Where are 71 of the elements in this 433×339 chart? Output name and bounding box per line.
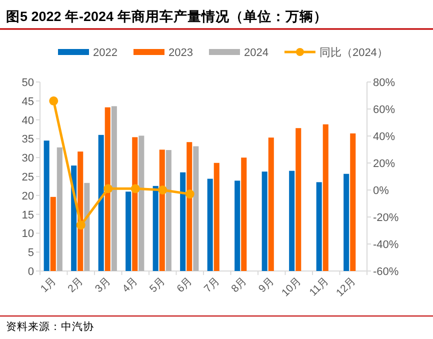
y-tick-label: 20 — [22, 190, 34, 202]
bar — [44, 140, 50, 271]
y-tick-label: 0 — [28, 266, 34, 278]
legend-label: 2024 — [244, 47, 268, 59]
text: 资料来源：中汽协 — [6, 320, 94, 333]
bar — [56, 147, 62, 271]
y-tick-label: 25 — [22, 172, 34, 184]
y-tick-label: 45 — [22, 96, 34, 108]
legend-label: 同比（2024） — [319, 46, 388, 59]
bar — [193, 146, 199, 271]
bar — [214, 162, 220, 271]
y-tick-label: 35 — [22, 134, 34, 146]
y2-tick-label: 60% — [373, 104, 396, 116]
bar — [316, 182, 322, 271]
y2-tick-label: 0% — [373, 185, 390, 197]
x-tick-label: 7月 — [202, 274, 222, 296]
bar — [180, 172, 186, 271]
bar — [344, 174, 350, 271]
y2-tick-label: -40% — [373, 239, 399, 251]
y-tick-label: 40 — [22, 114, 34, 127]
bar — [186, 142, 192, 271]
chart-title: 图5 2022 年-2024 年商用车产量情况（单位：万辆） — [6, 8, 328, 24]
x-tick-label: 1月 — [38, 274, 59, 296]
bar — [138, 136, 144, 271]
x-tick-label: 3月 — [92, 274, 114, 296]
bar — [132, 137, 138, 271]
x-tick-label: 6月 — [174, 274, 195, 296]
x-tick-label: 5月 — [147, 274, 168, 296]
bar — [126, 192, 132, 271]
point — [49, 96, 58, 106]
y2-tick-label: 20% — [373, 158, 396, 170]
point — [185, 190, 194, 199]
bar — [207, 178, 213, 271]
x-tick-label: 9月 — [256, 274, 277, 296]
x-tick-label: 12月 — [334, 274, 358, 300]
bar — [241, 158, 247, 271]
y2-tick-label: -20% — [373, 212, 399, 224]
y2-tick-label: 80% — [373, 77, 396, 89]
bar — [350, 133, 356, 271]
bar — [296, 128, 302, 271]
point — [104, 184, 113, 194]
bar — [111, 106, 117, 271]
x-tick-label: 11月 — [307, 274, 332, 299]
y-tick-label: 50 — [22, 77, 34, 89]
y-tick-label: 15 — [22, 209, 34, 222]
bar — [152, 186, 158, 271]
bar — [98, 134, 104, 271]
bar — [268, 138, 274, 271]
bar — [166, 150, 172, 271]
point — [76, 220, 86, 230]
bar — [50, 196, 56, 271]
bar — [234, 180, 240, 271]
legend-label: 2022 — [93, 47, 118, 59]
legend-label: 2023 — [168, 47, 193, 59]
x-tick-label: 2月 — [66, 274, 86, 296]
point — [130, 184, 140, 194]
y-tick-label: 30 — [22, 152, 34, 165]
y2-tick-label: 40% — [373, 131, 396, 143]
y-tick-label: 5 — [28, 247, 34, 260]
y-tick-label: 10 — [22, 228, 34, 240]
bar — [104, 107, 110, 271]
bar — [262, 172, 268, 271]
x-tick-label: 8月 — [229, 274, 250, 296]
point — [158, 186, 168, 194]
bar — [322, 124, 328, 271]
bar — [159, 150, 165, 271]
bar — [289, 170, 295, 271]
x-tick-label: 4月 — [120, 274, 140, 296]
bar — [84, 182, 90, 271]
x-tick-label: 10月 — [279, 274, 304, 300]
y2-tick-label: -60% — [373, 266, 399, 278]
